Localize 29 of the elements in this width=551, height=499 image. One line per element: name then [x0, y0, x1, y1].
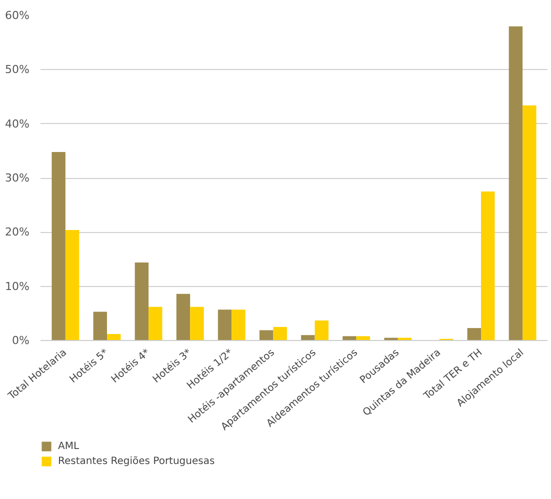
y-tick-label: 50% [5, 63, 30, 76]
bar [301, 335, 315, 340]
y-tick-label: 0% [12, 334, 30, 347]
bar [508, 26, 523, 340]
legend-label: AML [58, 440, 80, 452]
y-tick-label: 20% [5, 226, 30, 239]
bar [273, 326, 287, 340]
y-tick-label: 30% [5, 172, 30, 184]
bar [52, 152, 66, 340]
bar [481, 192, 495, 340]
bar [342, 336, 356, 340]
bar [314, 320, 328, 340]
y-tick-label: 60% [5, 9, 30, 22]
bar [190, 306, 204, 340]
bar [467, 328, 482, 340]
bar [148, 306, 162, 340]
legend-label: Restantes Regiões Portuguesas [58, 455, 215, 467]
bar [65, 230, 80, 340]
bar [176, 294, 190, 340]
y-tick-label: 10% [5, 280, 30, 293]
bar [356, 336, 370, 340]
bar [93, 312, 107, 340]
bar [134, 262, 149, 340]
bar [260, 330, 274, 340]
bar [106, 334, 121, 340]
bar [218, 310, 232, 340]
bar [522, 105, 536, 340]
bar [232, 310, 246, 340]
y-tick-label: 40% [5, 117, 30, 130]
